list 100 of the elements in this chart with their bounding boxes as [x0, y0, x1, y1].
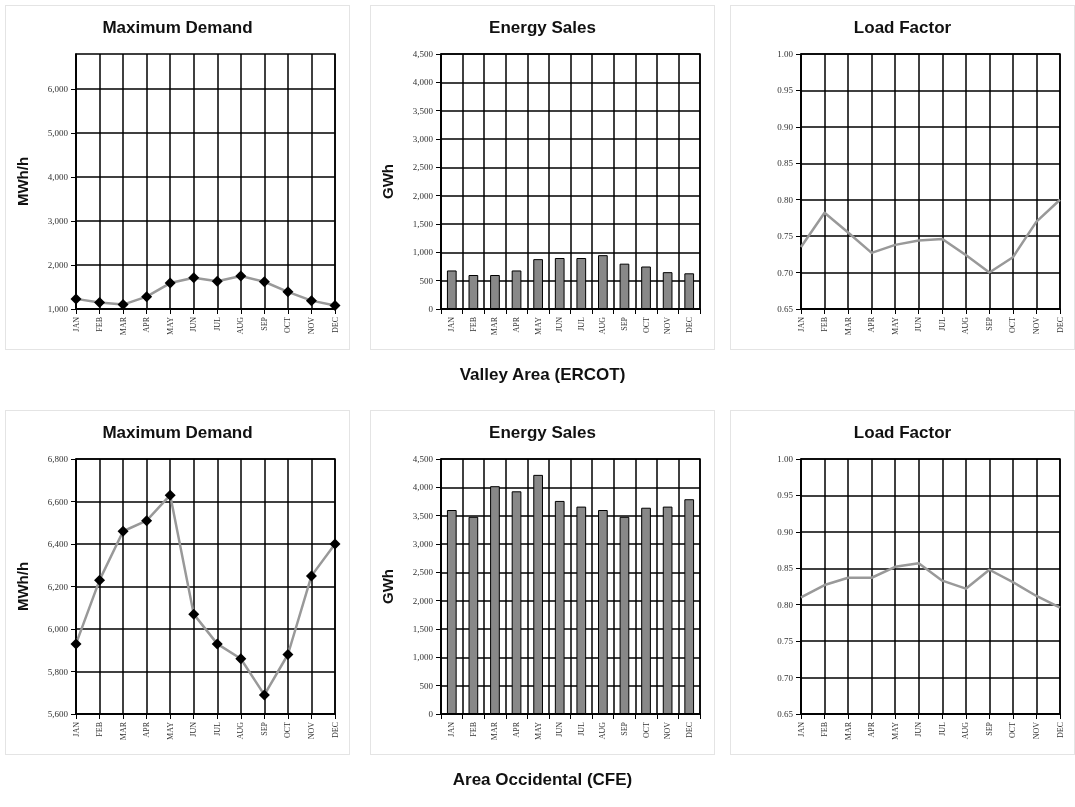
x-tick-label: JUL: [937, 721, 947, 736]
y-tick-label: 0.70: [777, 267, 794, 278]
y-tick-label: 3,000: [412, 539, 434, 549]
x-tick-label: APR: [142, 316, 152, 333]
x-tick-label: NOV: [663, 316, 673, 335]
x-tick-label: AUG: [961, 721, 971, 740]
x-tick-label: DEC: [1055, 722, 1065, 738]
y-tick-label: 1,500: [412, 219, 434, 229]
x-tick-label: APR: [867, 721, 877, 738]
x-tick-label: FEB: [95, 722, 105, 737]
x-tick-label: MAR: [843, 721, 853, 741]
x-tick-label: JUL: [576, 316, 586, 331]
y-tick-label: 4,000: [412, 482, 434, 493]
y-axis-title: GWh: [379, 569, 396, 604]
y-tick-label: 0.65: [777, 709, 794, 719]
x-tick-label: SEP: [619, 316, 629, 331]
x-tick-label: MAR: [118, 316, 128, 336]
y-tick-label: 1,000: [412, 247, 434, 258]
y-tick-label: 1.00: [777, 49, 794, 59]
y-tick-label: 1,500: [412, 624, 434, 634]
text: Valley Area (ERCOT): [458, 365, 627, 385]
y-tick-label: 5,000: [47, 128, 69, 139]
line-series: [799, 198, 1062, 274]
x-tick-label: MAY: [890, 721, 900, 740]
y-axis-title: MWh/h: [14, 156, 31, 207]
line-series: [799, 561, 1062, 609]
x-tick-label: OCT: [1008, 316, 1018, 333]
y-tick-label: 3,000: [47, 216, 69, 227]
x-tick-label: SEP: [619, 721, 629, 736]
y-tick-label: 0.90: [777, 121, 794, 132]
x-tick-label: OCT: [283, 316, 293, 333]
y-tick-label: 6,200: [47, 581, 69, 592]
x-tick-label: AUG: [236, 721, 246, 740]
x-tick-label: MAR: [118, 721, 128, 741]
x-tick-label: DEC: [684, 722, 694, 738]
x-tick-label: JAN: [71, 316, 81, 332]
y-tick-label: 0.80: [777, 194, 794, 205]
y-tick-label: 3,500: [412, 510, 434, 521]
x-tick-label: JAN: [796, 316, 806, 332]
x-tick-label: AUG: [598, 316, 608, 335]
x-tick-label: JUN: [555, 316, 565, 332]
x-tick-label: OCT: [641, 721, 651, 738]
x-tick-label: FEB: [820, 317, 830, 332]
x-tick-label: FEB: [468, 722, 478, 737]
x-tick-label: JAN: [796, 721, 806, 737]
x-tick-label: APR: [512, 316, 522, 333]
x-tick-label: SEP: [984, 721, 994, 736]
x-tick-label: MAR: [843, 316, 853, 336]
y-tick-label: 0.85: [777, 158, 794, 169]
x-tick-label: SEP: [259, 721, 269, 736]
y-tick-label: 0.65: [777, 304, 794, 314]
y-tick-label: 500: [419, 680, 434, 691]
x-tick-label: APR: [512, 721, 522, 738]
x-tick-label: MAY: [165, 316, 175, 335]
y-tick-label: 4,000: [412, 77, 434, 88]
y-tick-label: 4,000: [47, 172, 69, 183]
x-tick-label: JAN: [447, 316, 457, 332]
y-tick-label: 4,500: [412, 49, 434, 59]
x-tick-label: FEB: [468, 317, 478, 332]
y-tick-label: 0.75: [777, 636, 794, 647]
x-tick-label: OCT: [1008, 721, 1018, 738]
y-tick-label: 6,000: [47, 624, 69, 634]
x-tick-label: NOV: [663, 721, 673, 740]
x-tick-label: NOV: [306, 721, 316, 740]
y-tick-label: 1,000: [47, 304, 69, 314]
y-tick-label: 4,500: [412, 454, 434, 464]
chart-title: Energy Sales: [489, 423, 596, 442]
x-tick-label: MAR: [490, 316, 500, 336]
x-tick-label: FEB: [95, 317, 105, 332]
x-tick-label: NOV: [1031, 721, 1041, 740]
x-tick-label: OCT: [283, 721, 293, 738]
x-tick-label: JUL: [576, 721, 586, 736]
x-tick-label: AUG: [598, 721, 608, 740]
x-tick-label: MAY: [890, 316, 900, 335]
x-tick-label: DEC: [1055, 317, 1065, 333]
x-tick-label: JUL: [937, 316, 947, 331]
x-tick-label: MAR: [490, 721, 500, 741]
x-tick-label: FEB: [820, 722, 830, 737]
x-tick-label: DEC: [330, 722, 340, 738]
x-tick-label: DEC: [330, 317, 340, 333]
x-tick-label: OCT: [641, 316, 651, 333]
x-tick-label: JUL: [212, 316, 222, 331]
y-tick-label: 2,000: [412, 190, 434, 201]
x-tick-label: JUN: [189, 721, 199, 737]
x-tick-label: JUN: [555, 721, 565, 737]
x-tick-label: MAY: [533, 316, 543, 335]
y-tick-label: 6,400: [47, 539, 69, 549]
y-tick-label: 2,000: [47, 260, 69, 271]
x-tick-label: JUN: [189, 316, 199, 332]
x-tick-label: MAY: [165, 721, 175, 740]
x-tick-label: NOV: [1031, 316, 1041, 335]
y-tick-label: 6,800: [47, 454, 69, 464]
y-tick-label: 5,800: [47, 666, 69, 677]
x-tick-label: SEP: [259, 316, 269, 331]
chart-title: Load Factor: [853, 18, 952, 37]
y-tick-label: 1.00: [777, 454, 794, 464]
y-tick-label: 0.95: [777, 490, 794, 501]
x-tick-label: JUL: [212, 721, 222, 736]
x-tick-label: APR: [142, 721, 152, 738]
chart-title: Load Factor: [853, 423, 952, 442]
